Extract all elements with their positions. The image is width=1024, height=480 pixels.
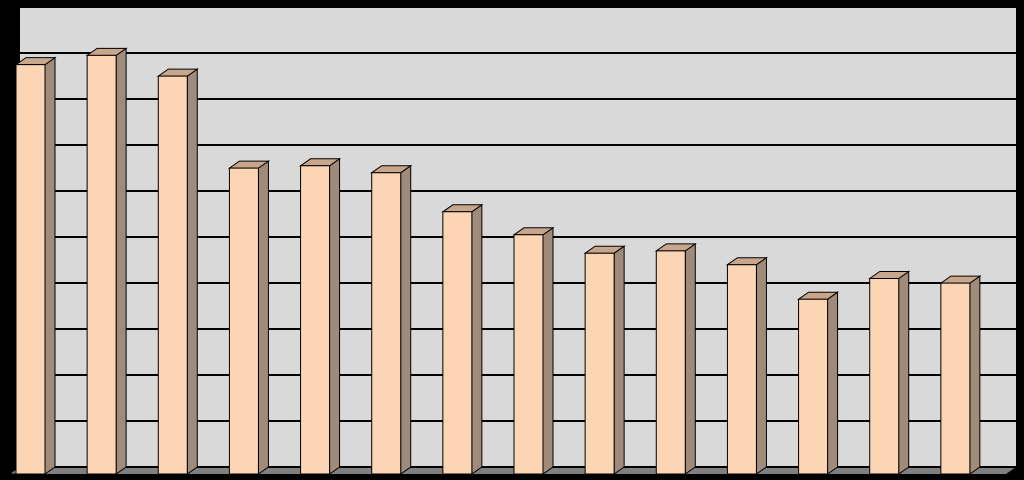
bar (14, 56, 57, 475)
bar (868, 270, 911, 475)
bar-front (798, 298, 829, 475)
bar-side (827, 291, 839, 475)
bar-front (869, 278, 900, 475)
bar-front (584, 252, 615, 475)
bar (939, 275, 982, 475)
bar-front (86, 54, 117, 475)
bar-side (684, 242, 696, 475)
bar-front (940, 282, 971, 475)
bar-side (257, 160, 269, 475)
bar (512, 226, 555, 475)
bar-side (400, 164, 412, 475)
bar-side (471, 203, 483, 475)
bar (725, 256, 769, 475)
bar-front (655, 250, 686, 475)
bar (583, 245, 626, 475)
bar-front (513, 234, 544, 475)
bar-front (300, 165, 331, 475)
bar (298, 157, 342, 475)
bar-side (969, 275, 981, 475)
bar-side (613, 245, 625, 475)
bar-front (371, 172, 402, 475)
bar (227, 160, 271, 475)
bar-front (442, 211, 473, 475)
bar (85, 47, 128, 475)
bar (441, 203, 484, 475)
bar (796, 291, 840, 475)
bar-front (157, 75, 188, 475)
bar (370, 164, 413, 475)
bar-side (186, 68, 198, 475)
bar (156, 68, 199, 475)
bar-front (726, 264, 757, 475)
bar-side (755, 256, 767, 475)
bar-side (329, 157, 341, 475)
bar (654, 242, 697, 475)
bar-side (44, 56, 56, 475)
bar-front (15, 64, 46, 475)
bar-front (228, 167, 259, 475)
bar-side (898, 270, 910, 475)
bar-side (115, 47, 127, 475)
bar-side (542, 226, 554, 475)
